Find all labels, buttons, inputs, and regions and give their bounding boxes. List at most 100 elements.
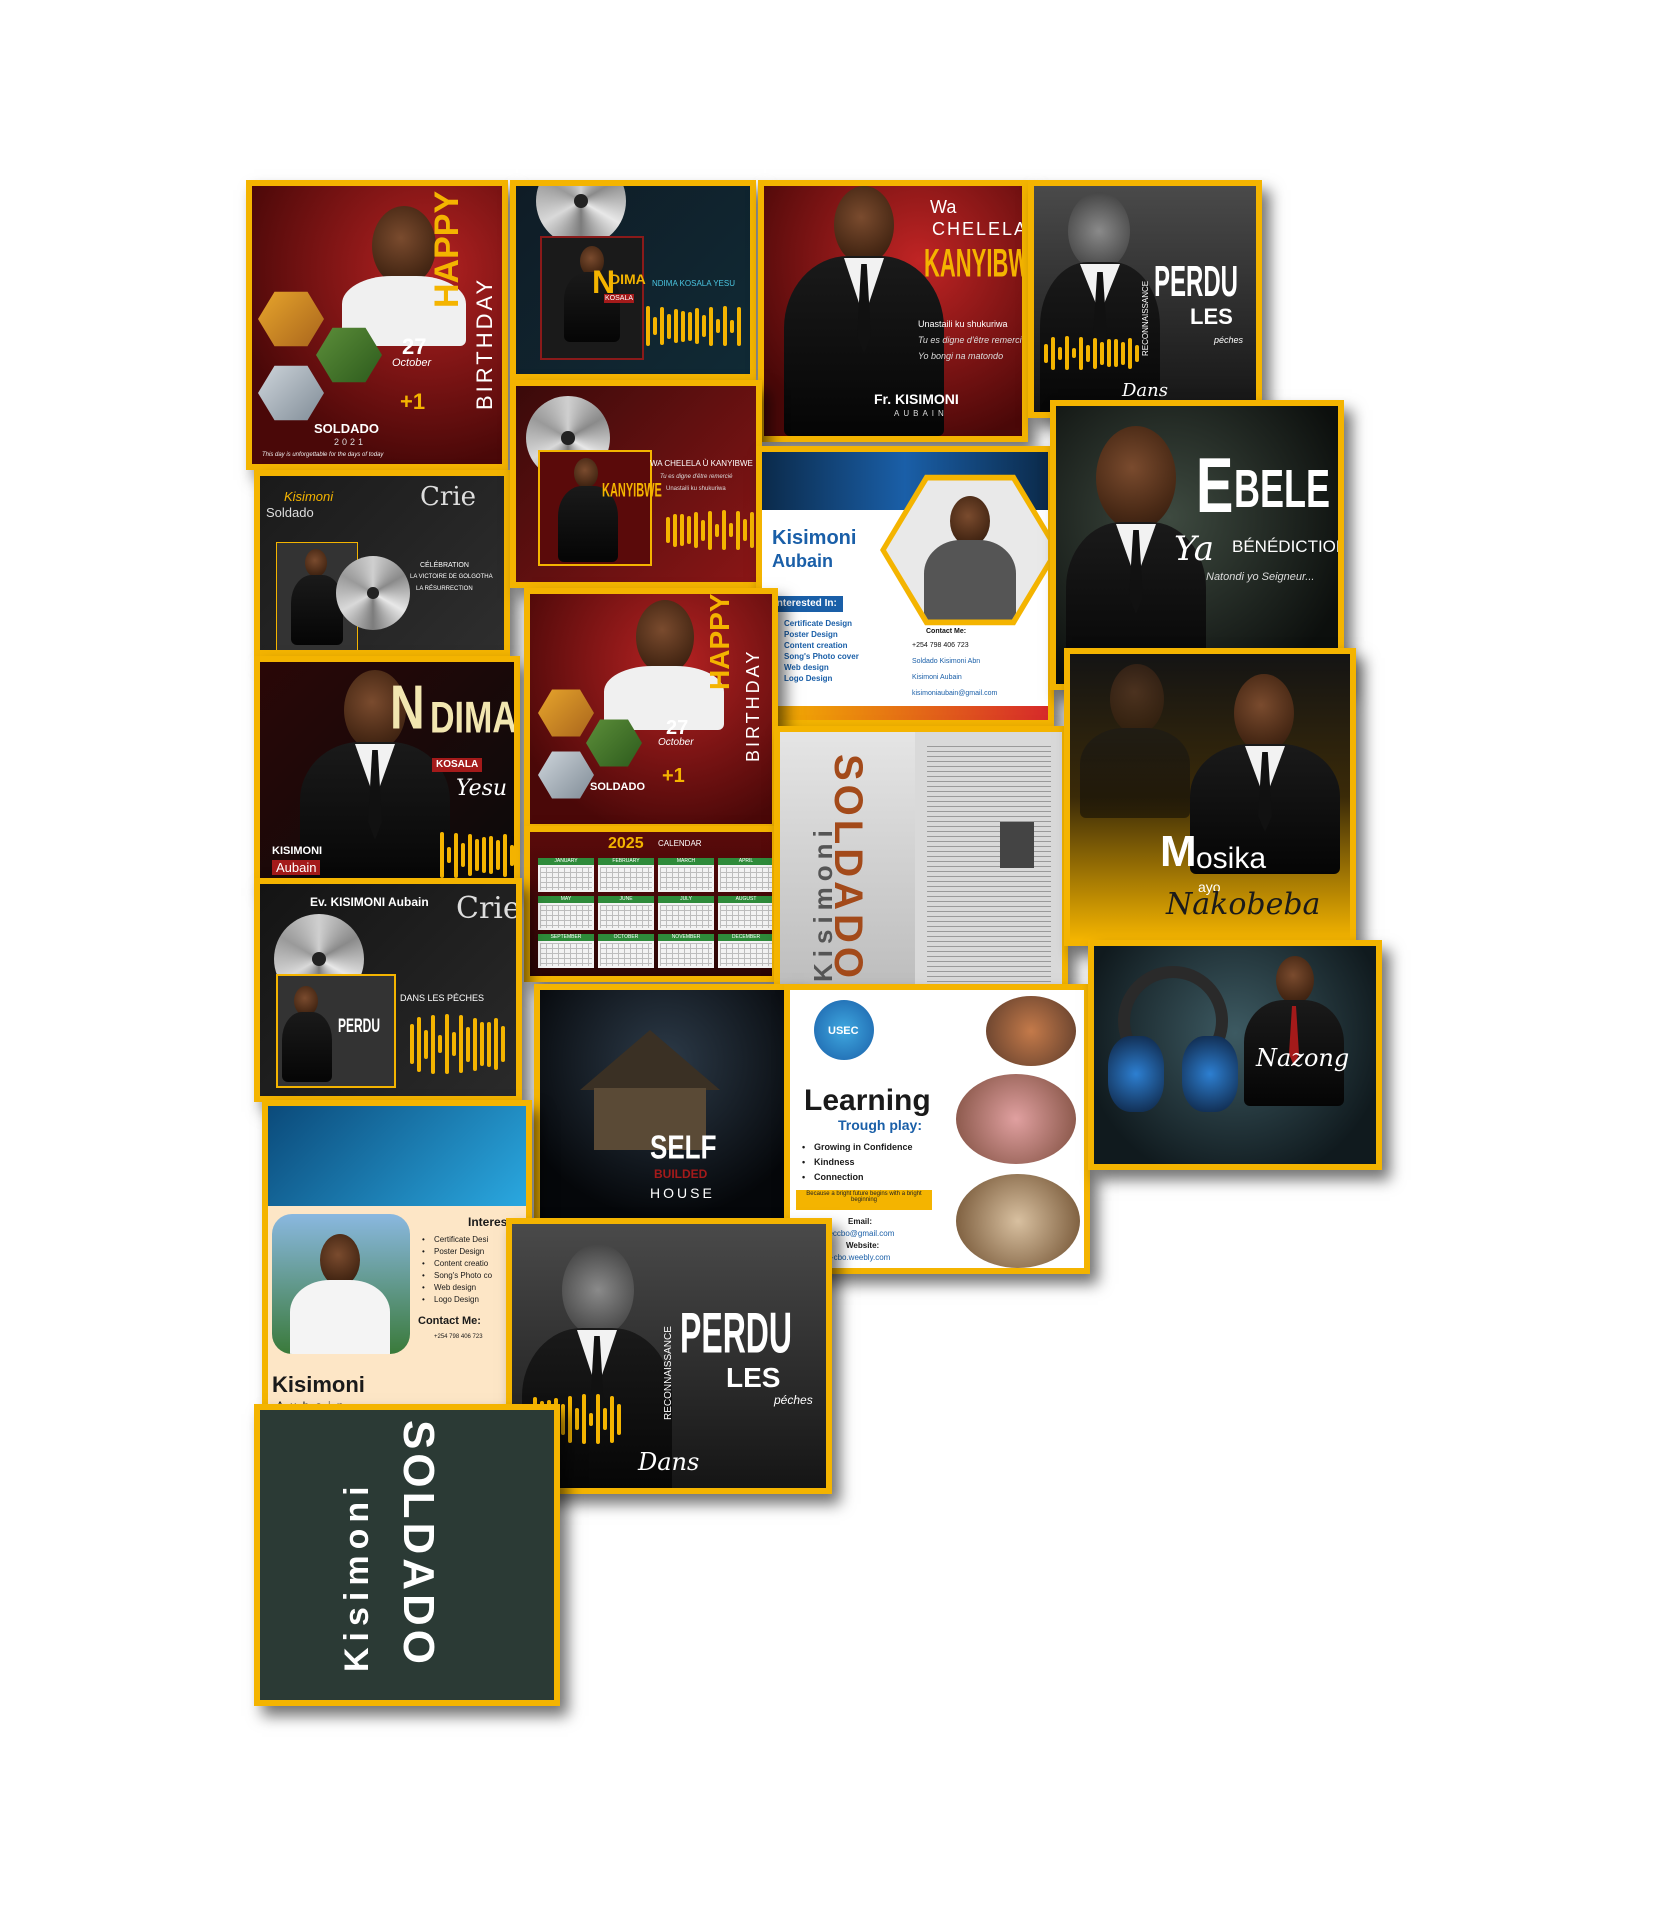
wave-bar [1128, 337, 1132, 369]
crie-line2: LA VICTOIRE DE GOLGOTHA [410, 574, 493, 580]
crie-line1: CÉLÉBRATION [420, 562, 469, 569]
wave-bar [1065, 336, 1069, 370]
usec-email-label: Email: [848, 1217, 873, 1226]
wave-bar [1121, 341, 1125, 365]
mosika-poster[interactable]: M osika ayo Nakobeba [1064, 648, 1356, 946]
wave-bar [454, 832, 458, 878]
line2: Tu es digne d'être remercié [918, 335, 1027, 345]
calendar-month-name: NOVEMBER [658, 934, 714, 941]
album-n: N [592, 264, 616, 300]
line1: Unastaili ku shukuriwa [918, 319, 1008, 329]
contact-phone[interactable]: +254 798 406 723 [912, 642, 969, 649]
calendar-days [720, 905, 772, 928]
crie-title: Crie [420, 482, 477, 512]
crie-name: Kisimoni [284, 489, 334, 504]
contact-linkedin[interactable]: Kisimoni Aubain [912, 674, 962, 681]
calendar-month-name: AUGUST [718, 896, 772, 903]
album-side-title: NDIMA KOSALA YESU [652, 279, 735, 288]
birthday-text: BIRTHDAY [743, 648, 763, 762]
birthday-poster[interactable]: HAPPY BIRTHDAY 27 October +1 SOLDADO 202… [246, 180, 508, 470]
nazong-title: Nazong [1256, 1044, 1350, 1072]
usec-learning: Learning [804, 1084, 931, 1117]
birthday-text: BIRTHDAY [472, 276, 497, 410]
plus-one: +1 [662, 765, 685, 787]
ebele-bele: BELE [1234, 457, 1331, 519]
audio-wave [666, 510, 756, 550]
ebele-poster[interactable]: E BELE Ya BÉNÉDICTION Natondi yo Seigneu… [1050, 400, 1344, 690]
contact-facebook[interactable]: Soldado Kisimoni Abn [912, 658, 981, 665]
calendar-year: 2025 [608, 835, 644, 852]
nazong-poster[interactable]: Nazong [1088, 940, 1382, 1170]
calendar-month: AUGUST [718, 896, 772, 930]
footer-text: This day is unforgettable for the days o… [262, 452, 384, 458]
wave-bar [673, 513, 677, 547]
calendar-2025[interactable]: 2025 CALENDAR JANUARY FEBRUARY MARCH APRIL M… [524, 826, 778, 982]
contact-phone[interactable]: +254 798 406 723 [434, 1334, 483, 1340]
interested-label: Interested In: [768, 596, 843, 612]
usec-photo [956, 1174, 1080, 1268]
business-card-2[interactable]: Interes Certificate Desi Poster Design C… [262, 1100, 532, 1420]
wave-bar [694, 512, 698, 548]
months-grid: JANUARY FEBRUARY MARCH APRIL MAY JUNE JULY AUGU… [538, 858, 772, 968]
wachelela-poster[interactable]: Wa CHELELA KANYIBWE Unastaili ku shukuri… [758, 180, 1028, 442]
name-text: SOLDADO [314, 421, 379, 436]
wave-bar [517, 832, 520, 878]
calendar-days [660, 943, 712, 966]
calendar-month: JULY [658, 896, 714, 930]
soldado-magazine-spread[interactable]: Kisimoni SOLDADO [774, 726, 1068, 994]
photo-hex [538, 689, 594, 737]
mag-soldado: SOLDADO [826, 754, 870, 982]
cd-disc [336, 556, 410, 630]
usec-email[interactable]: useccbo@gmail.com [820, 1229, 895, 1238]
wachelela-album-cover[interactable]: KANYIBWE WA CHELELA Ù KANYIBWE Tu es dig… [510, 380, 762, 588]
perdu-text: PERDU [680, 1300, 793, 1366]
peches-text: péches [1214, 335, 1244, 345]
ndima-album-cover[interactable]: N DIMA KOSALA NDIMA KOSALA YESU [510, 180, 756, 380]
ebele-benediction: BÉNÉDICTION [1232, 537, 1344, 556]
business-card[interactable]: Kisimoni Aubain Interested In: Certifica… [756, 446, 1054, 726]
calendar-month: DECEMBER [718, 934, 772, 968]
line3: Yo bongi na matondo [918, 351, 1004, 361]
wave-bar [709, 306, 713, 346]
ndima-portrait-poster[interactable]: N DIMA KOSALA Yesu KISIMONI Aubain [254, 656, 520, 886]
mosika-ayo: ayo [1198, 879, 1221, 895]
calendar-month: SEPTEMBER [538, 934, 594, 968]
artist-name: Fr. KISIMONI [874, 391, 959, 407]
day-number: 27 [402, 334, 427, 359]
wave-bar [496, 840, 500, 870]
wave-bar [701, 519, 705, 541]
wave-bar [589, 1412, 593, 1426]
wave-bar [610, 1395, 614, 1443]
wave-bar [575, 1408, 579, 1430]
photo-hex [258, 365, 324, 421]
kisimoni-crie-cover[interactable]: Kisimoni Soldado Crie CÉLÉBRATION LA VIC… [254, 470, 510, 656]
usec-learning-flyer[interactable]: USEC Learning Trough play: Growing in Co… [784, 984, 1090, 1274]
name-text: SOLDADO [590, 781, 645, 793]
self-builded-house-poster[interactable]: SELF BUILDED HOUSE [534, 984, 796, 1234]
person-photo [1040, 192, 1160, 412]
wave-bar [737, 306, 741, 346]
calendar-days [720, 867, 772, 890]
contact-email[interactable]: kisimoniaubain@gmail.com [912, 690, 998, 697]
vertical-soldado: SOLDADO [394, 1420, 443, 1668]
perdu-poster-bottom[interactable]: RECONNAISSANCE PERDU LES Dans péches [506, 1218, 832, 1494]
wave-bar [603, 1408, 607, 1430]
card-name: Kisimoni [272, 1372, 365, 1397]
wave-bar [1114, 339, 1118, 367]
perdu-poster-top[interactable]: RECONNAISSANCE PERDU LES Dans péches [1028, 180, 1262, 418]
crie-line3: LA RÉSURRECTION [416, 586, 473, 592]
usec-website[interactable]: usec-cbo.weebly.com [814, 1253, 891, 1262]
usec-tagline: Because a bright future begins with a br… [806, 1191, 922, 1203]
calendar-month-name: SEPTEMBER [538, 934, 594, 941]
person-photo [1080, 664, 1190, 818]
calendar-days [660, 905, 712, 928]
wave-bar [681, 310, 685, 342]
premiere-crie-cover[interactable]: Ev. KISIMONI Aubain Crie PERDU DANS LES … [254, 878, 522, 1102]
birthday-poster-2[interactable]: HAPPY BIRTHDAY 27 October +1 SOLDADO [524, 588, 778, 830]
calendar-month: JUNE [598, 896, 654, 930]
wave-bar [695, 308, 699, 344]
calendar-days [540, 943, 592, 966]
wave-bar [1044, 343, 1048, 363]
soldado-vertical-poster[interactable]: Kisimoni SOLDADO [254, 1404, 560, 1706]
wave-bar [723, 306, 727, 346]
